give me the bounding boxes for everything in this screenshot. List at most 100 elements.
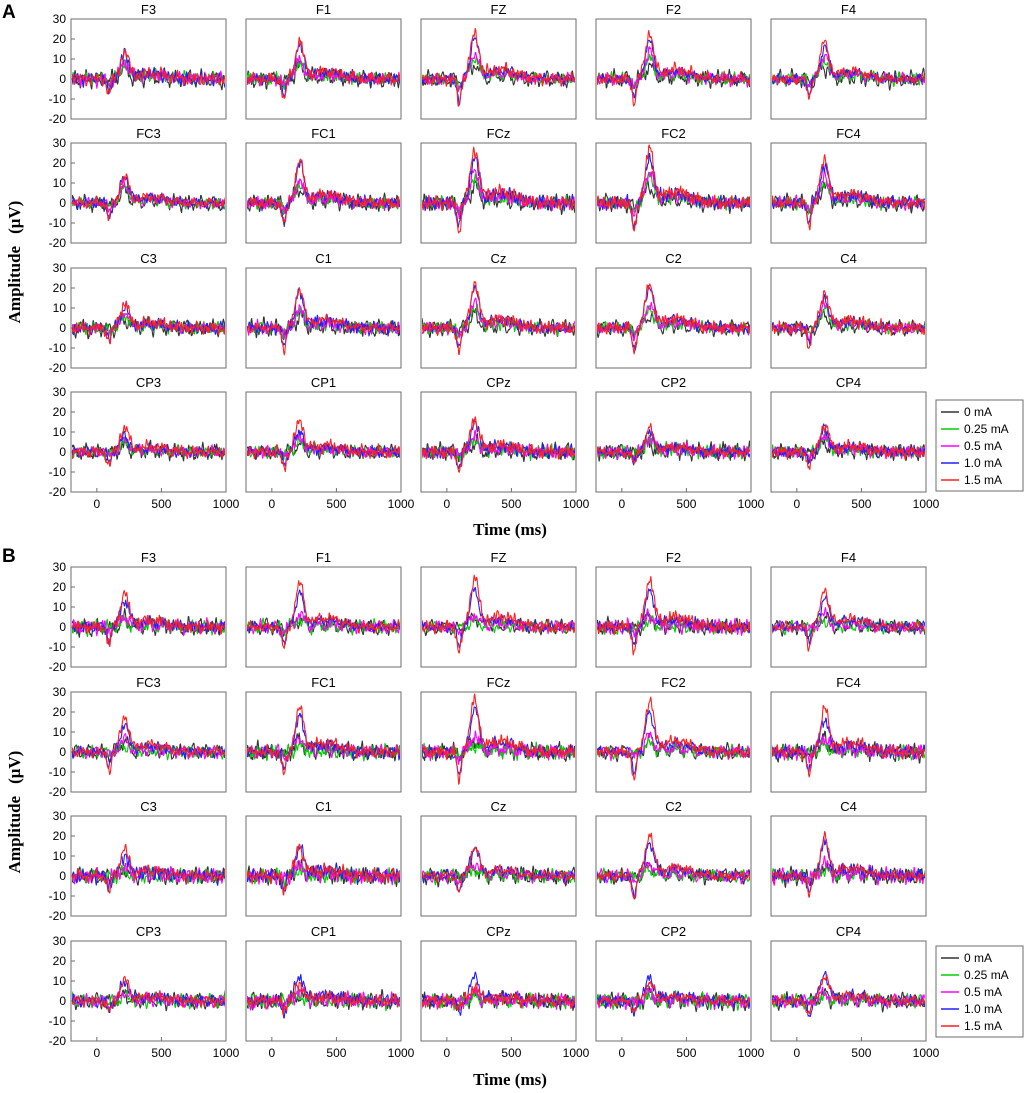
series-lines [422, 416, 575, 473]
x-tick-label: 500 [151, 497, 171, 511]
series-lines [597, 576, 750, 656]
subplot-title: C4 [840, 251, 857, 266]
subplot-f3: F3 -20 -10 0 10 20 30 [49, 550, 227, 674]
y-tick-label: 10 [53, 849, 67, 863]
series-line-1-5-ma [597, 981, 750, 1013]
x-tick-label: 0 [268, 1046, 275, 1060]
y-axis-title-b: Amplitude (μV) [5, 751, 24, 874]
y-tick-label: 20 [53, 405, 67, 419]
subplot-title: CP3 [136, 924, 161, 939]
y-tick-label: 30 [53, 809, 67, 823]
series-lines [72, 975, 225, 1013]
subplot-cp4: CP4 0 500 1000 [770, 924, 940, 1060]
subplot-c1: C1 [245, 799, 402, 917]
subplot-f2: F2 [595, 550, 752, 668]
series-line-1-5-ma [597, 696, 750, 781]
series-line-1-5-ma [72, 300, 225, 345]
plot-frame [70, 142, 227, 244]
series-lines [72, 424, 225, 467]
subplot-title: CP2 [661, 924, 686, 939]
subplot-fc1: FC1 [245, 675, 402, 793]
y-axis-unit-a: (μV) [5, 201, 24, 234]
x-tick-label: 0 [268, 497, 275, 511]
subplot-cz: Cz [420, 251, 577, 369]
legend-label-0-25-ma: 0.25 mA [964, 422, 1009, 436]
series-line-1-5-ma [72, 975, 225, 1013]
y-tick-label: 0 [59, 994, 66, 1008]
legend-label-0-ma: 0 mA [964, 951, 992, 965]
legend-label-1-0-ma: 1.0 mA [964, 456, 1002, 470]
subplot-f3: F3 -20 -10 0 10 20 30 [49, 2, 227, 126]
subplot-cp2: CP2 0 500 1000 [595, 375, 765, 511]
series-lines [772, 39, 925, 100]
series-line-1-5-ma [772, 154, 925, 231]
subplot-f1: F1 [245, 2, 402, 120]
y-tick-label: 30 [53, 136, 67, 150]
subplot-title: CP1 [311, 375, 336, 390]
x-tick-label: 500 [851, 497, 871, 511]
series-line-1-5-ma [422, 982, 575, 1012]
subplot-fcz: FCz [420, 126, 577, 244]
subplot-title: CP4 [836, 375, 861, 390]
subplot-cpz: CPz 0 500 1000 [420, 924, 590, 1060]
series-line-0-25-ma [247, 739, 400, 762]
series-lines [597, 29, 750, 107]
subplot-title: FC4 [836, 675, 861, 690]
series-line-1-5-ma [422, 693, 575, 785]
series-line-0-5-ma [72, 988, 225, 1009]
series-line-1-5-ma [772, 704, 925, 778]
y-tick-label: -10 [49, 341, 67, 355]
subplot-title: C4 [840, 799, 857, 814]
subplot-title: F3 [141, 2, 156, 17]
subplot-title: Cz [491, 251, 507, 266]
y-tick-label: 20 [53, 954, 67, 968]
series-line-1-0-ma [247, 844, 400, 892]
y-tick-label: 0 [59, 869, 66, 883]
series-line-1-5-ma [772, 587, 925, 652]
series-lines [772, 970, 925, 1018]
series-lines [247, 419, 400, 473]
x-tick-label: 0 [793, 497, 800, 511]
series-lines [72, 173, 225, 222]
y-tick-label: -20 [49, 112, 67, 126]
plot-frame [70, 391, 227, 493]
subplot-f1: F1 [245, 550, 402, 668]
x-tick-label: 1000 [913, 1046, 940, 1060]
y-tick-label: 0 [59, 72, 66, 86]
y-tick-label: 10 [53, 725, 67, 739]
x-tick-label: 1000 [563, 497, 590, 511]
legend-label-0-5-ma: 0.5 mA [964, 439, 1002, 453]
y-axis-title-text-a: Amplitude [5, 245, 24, 323]
series-line-1-5-ma [422, 146, 575, 234]
y-tick-label: -10 [49, 1014, 67, 1028]
series-line-1-5-ma [72, 173, 225, 222]
legend-label-1-5-ma: 1.5 mA [964, 1019, 1002, 1033]
y-tick-label: 20 [53, 32, 67, 46]
plot-frame [245, 267, 402, 369]
subplot-title: C3 [140, 251, 157, 266]
series-line-0-5-ma [422, 297, 575, 339]
subplot-title: F4 [841, 2, 856, 17]
y-tick-label: -10 [49, 92, 67, 106]
y-tick-label: 20 [53, 281, 67, 295]
x-tick-label: 500 [326, 497, 346, 511]
x-tick-label: 1000 [738, 497, 765, 511]
subplot-title: F2 [666, 550, 681, 565]
subplot-fz: FZ [420, 550, 577, 668]
subplot-c4: C4 [770, 799, 927, 917]
y-tick-label: 30 [53, 560, 67, 574]
series-line-1-5-ma [422, 280, 575, 355]
plot-frame [420, 940, 577, 1042]
y-tick-label: 0 [59, 745, 66, 759]
series-line-1-5-ma [597, 144, 750, 232]
series-lines [772, 290, 925, 349]
y-axis-title-a: Amplitude (μV) [5, 201, 24, 324]
subplot-fc2: FC2 [595, 675, 752, 793]
y-tick-label: -20 [49, 785, 67, 799]
series-line-1-5-ma [772, 39, 925, 100]
subplot-fc2: FC2 [595, 126, 752, 244]
series-line-1-5-ma [72, 715, 225, 776]
legend-label-0-25-ma: 0.25 mA [964, 968, 1009, 982]
series-line-1-5-ma [597, 832, 750, 899]
